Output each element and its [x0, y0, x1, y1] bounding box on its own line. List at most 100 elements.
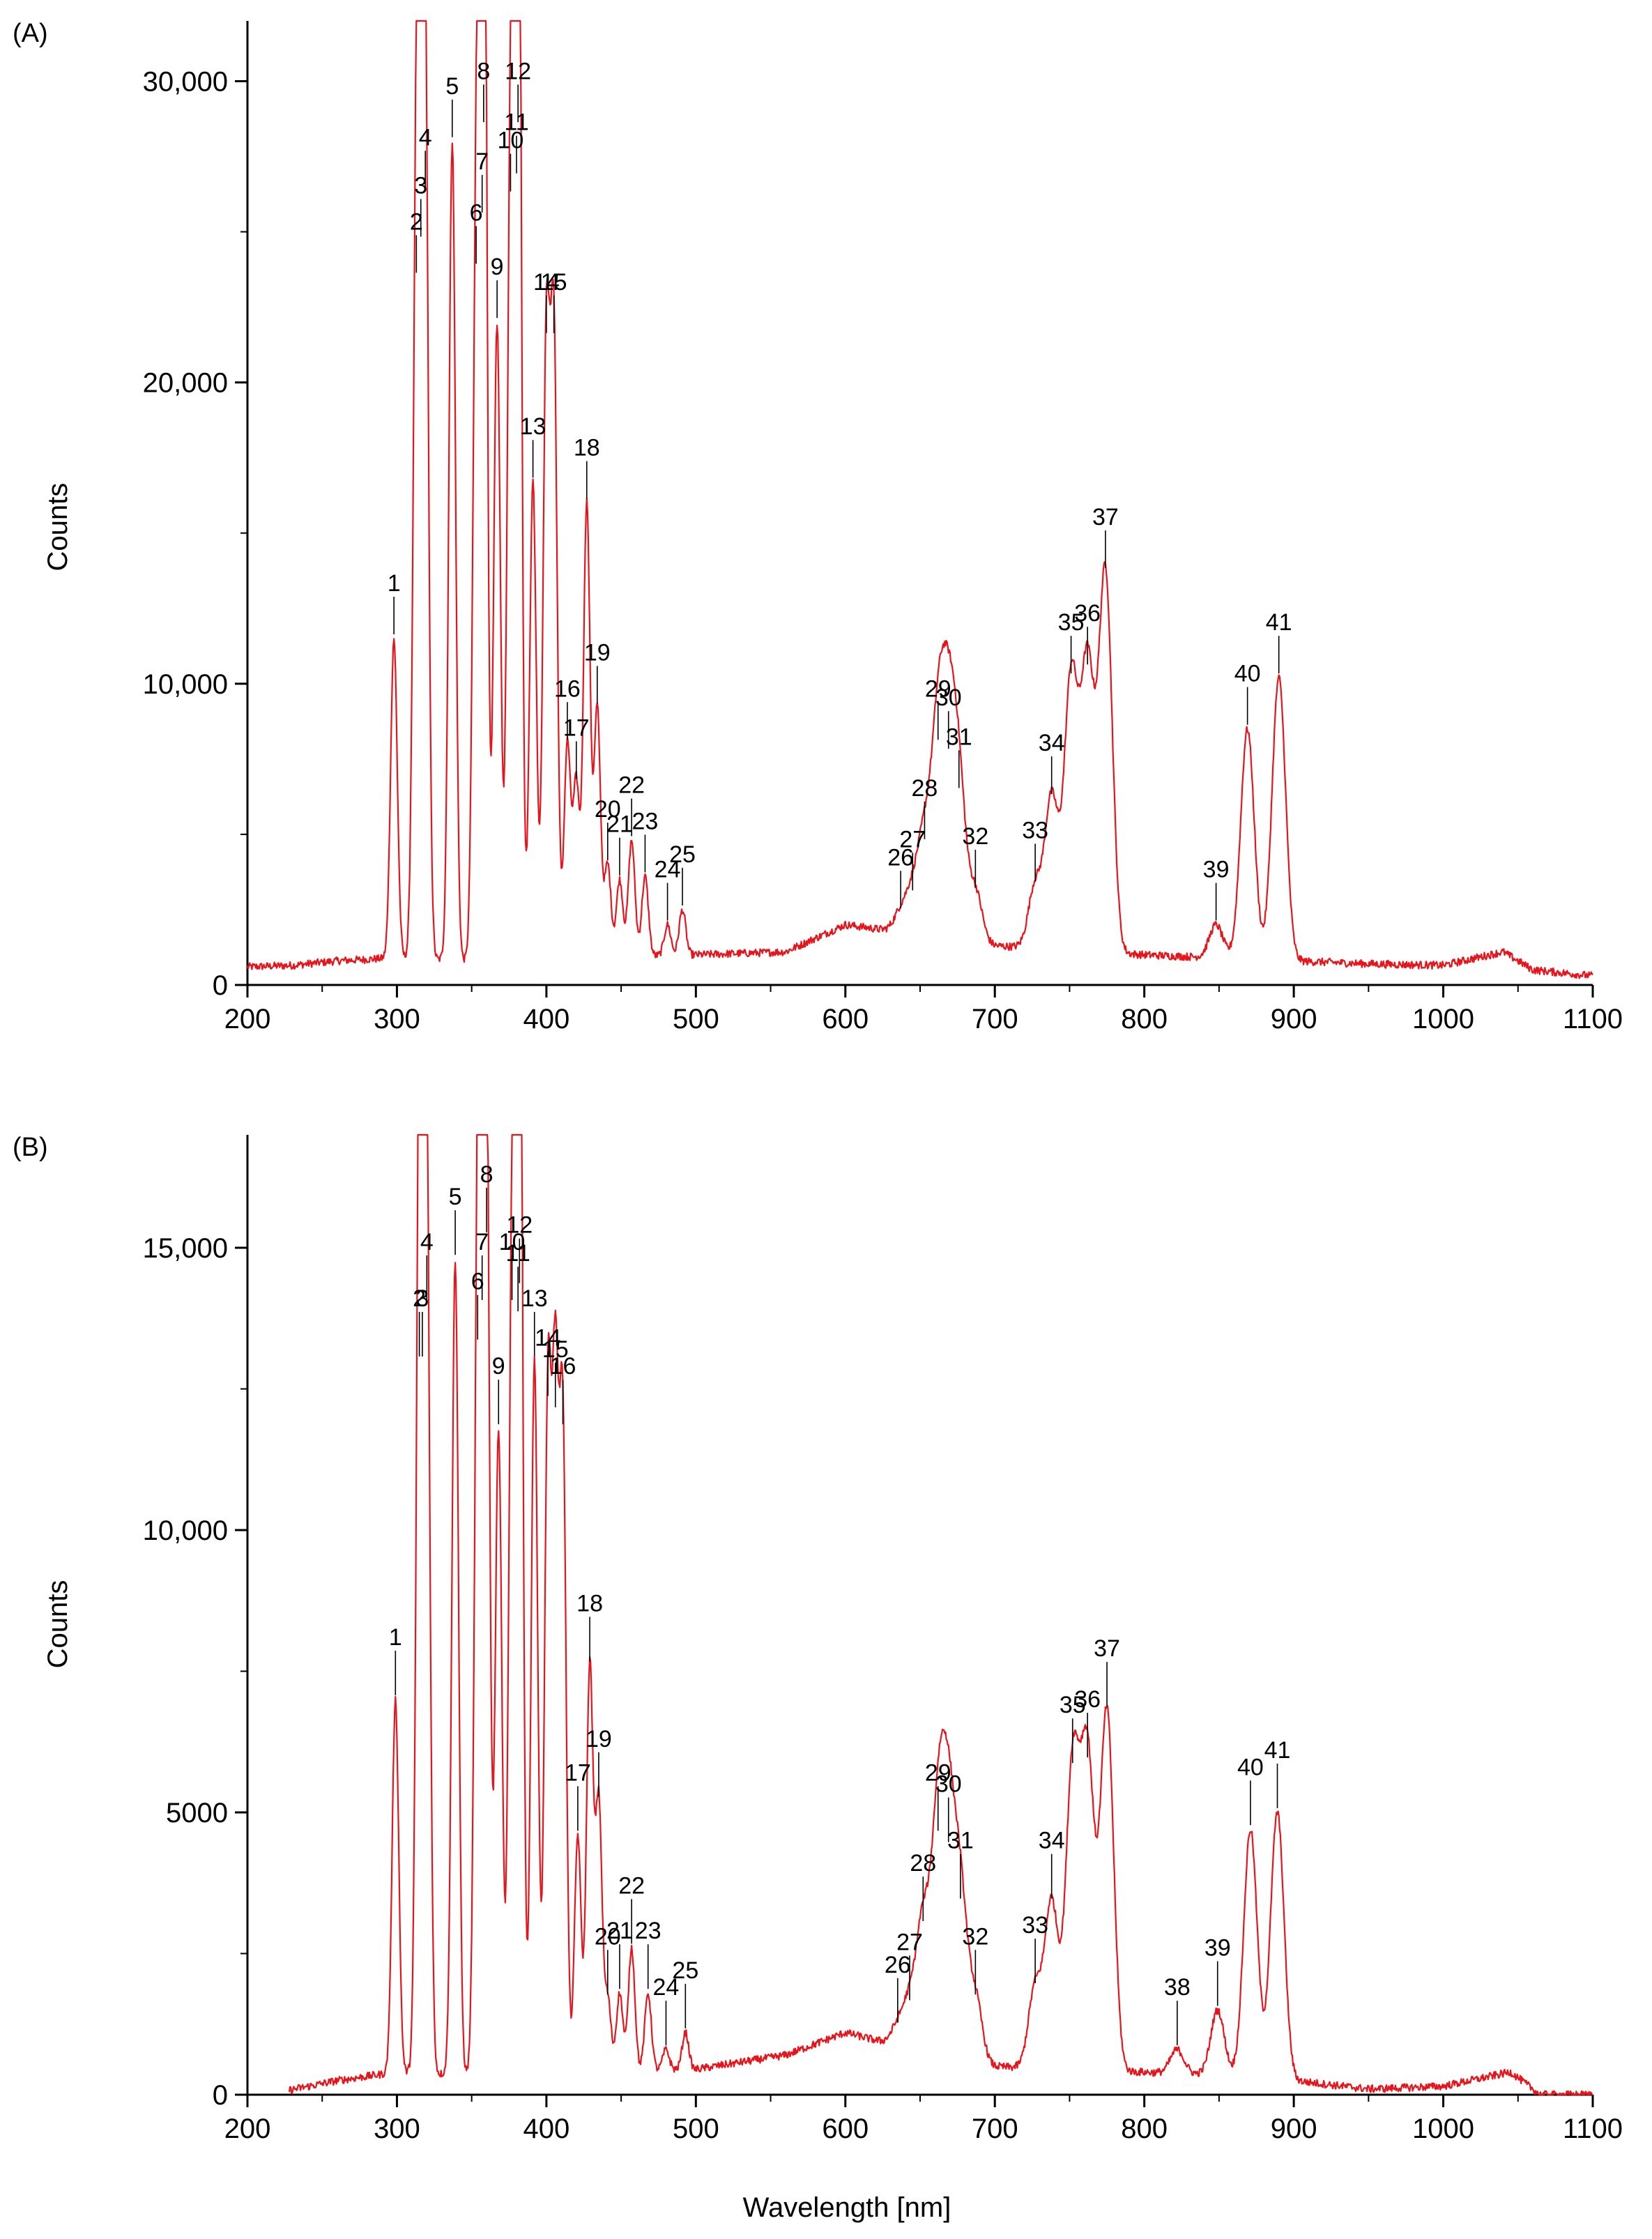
x-tick-label: 300 — [374, 2114, 420, 2144]
x-tick-label: 400 — [523, 2114, 570, 2144]
peak-3-label: 3 — [414, 172, 427, 199]
peak-29-label: 29 — [925, 1759, 951, 1786]
peak-2-label: 2 — [413, 1285, 426, 1312]
peak-14-label: 14 — [535, 1325, 561, 1352]
peak-33-label: 33 — [1022, 817, 1048, 843]
peak-30-label: 30 — [935, 1771, 962, 1798]
peak-23-label: 23 — [635, 1918, 661, 1944]
panel-a-label: (A) — [13, 19, 48, 48]
peak-39-label: 39 — [1204, 1935, 1231, 1962]
peak-4-label: 4 — [419, 124, 432, 151]
y-tick-label: 0 — [213, 970, 228, 1001]
x-tick-label: 600 — [822, 2114, 869, 2144]
x-tick-label: 300 — [374, 1004, 420, 1034]
peak-12-label: 12 — [505, 58, 531, 84]
x-tick-label: 1100 — [1563, 1004, 1623, 1034]
peak-7-label: 7 — [475, 1229, 489, 1255]
peak-25-label: 25 — [672, 1957, 698, 1984]
panel-a-peak-annotations: 1234567891011121314151617181920212223242… — [388, 58, 1292, 921]
peak-18-label: 18 — [576, 1590, 603, 1617]
peak-37-label: 37 — [1094, 1635, 1120, 1662]
peak-16-label: 16 — [550, 1353, 576, 1380]
peak-20-label: 20 — [595, 796, 621, 823]
x-tick-label: 800 — [1121, 1004, 1168, 1034]
y-tick-label: 10,000 — [143, 1515, 228, 1546]
peak-12-label: 12 — [506, 1212, 533, 1239]
peak-1-label: 1 — [388, 570, 401, 597]
y-tick-label: 0 — [213, 2080, 228, 2111]
peak-11-label: 11 — [504, 109, 528, 136]
peak-30-label: 30 — [935, 685, 962, 711]
x-tick-label: 1000 — [1412, 1004, 1474, 1034]
peak-23-label: 23 — [632, 808, 659, 834]
peak-32-label: 32 — [962, 1923, 988, 1950]
peak-22-label: 22 — [618, 772, 645, 799]
peak-21-label: 21 — [606, 811, 633, 838]
peak-26-label: 26 — [885, 1952, 911, 1978]
panel-b-y-axis-title: Counts — [43, 1580, 73, 1669]
peak-31-label: 31 — [946, 724, 972, 750]
x-tick-label: 700 — [972, 1004, 1018, 1034]
peak-6-label: 6 — [471, 1269, 484, 1295]
x-tick-label: 200 — [224, 1004, 271, 1034]
peak-35-label: 35 — [1058, 609, 1085, 636]
y-tick-label: 15,000 — [143, 1233, 228, 1264]
peak-26-label: 26 — [887, 844, 914, 871]
peak-7-label: 7 — [475, 148, 489, 175]
peak-40-label: 40 — [1237, 1754, 1264, 1780]
panel-a-y-axis-title: Counts — [43, 483, 73, 572]
peak-24-label: 24 — [653, 1974, 680, 2001]
panel-b-series — [288, 1133, 1593, 2096]
peak-25-label: 25 — [669, 841, 696, 868]
peak-13-label: 13 — [520, 413, 546, 440]
peak-34-label: 34 — [1039, 1828, 1065, 1854]
peak-4-label: 4 — [420, 1229, 434, 1255]
peak-17-label: 17 — [563, 715, 590, 741]
peak-3-label: 3 — [415, 1285, 429, 1312]
peak-35-label: 35 — [1060, 1692, 1086, 1718]
peak-21-label: 21 — [606, 1918, 633, 1944]
y-tick-label: 20,000 — [143, 368, 228, 399]
x-tick-label: 400 — [523, 1004, 570, 1034]
peak-17-label: 17 — [565, 1759, 591, 1786]
peak-5-label: 5 — [449, 1184, 462, 1210]
x-tick-label: 800 — [1121, 2114, 1168, 2144]
panel-b-axes: 200 300 400 500 600 700 800 900 1000 1100 0 5000 10,… — [143, 1135, 1623, 2144]
x-tick-label: 700 — [972, 2114, 1018, 2144]
peak-37-label: 37 — [1092, 504, 1119, 530]
panel-b-label: (B) — [13, 1133, 48, 1162]
peak-10-label: 10 — [498, 128, 524, 154]
x-tick-label: 1100 — [1563, 2114, 1623, 2144]
peak-34-label: 34 — [1039, 730, 1065, 756]
panel-a: (A) 200 300 400 500 600 700 800 900 1000 1100 0 10,… — [13, 19, 1623, 1034]
peak-28-label: 28 — [912, 775, 938, 802]
peak-29-label: 29 — [925, 675, 951, 702]
peak-39-label: 39 — [1203, 857, 1230, 883]
y-tick-label: 5000 — [166, 1798, 228, 1828]
peak-24-label: 24 — [655, 857, 681, 883]
panel-b: (B) 200 300 400 500 600 700 800 900 1000 1100 0 500… — [13, 1133, 1623, 2223]
x-tick-label: 500 — [673, 2114, 719, 2144]
y-tick-label: 10,000 — [143, 669, 228, 700]
peak-9-label: 9 — [492, 1353, 505, 1380]
panel-b-spectrum-line — [288, 1133, 1593, 2096]
peak-19-label: 19 — [584, 639, 611, 666]
peak-36-label: 36 — [1074, 600, 1101, 627]
peak-36-label: 36 — [1074, 1686, 1101, 1713]
peak-41-label: 41 — [1264, 1737, 1291, 1764]
peak-5-label: 5 — [445, 73, 459, 100]
peak-18-label: 18 — [574, 435, 600, 461]
peak-31-label: 31 — [947, 1828, 974, 1854]
panel-a-axes: 200 300 400 500 600 700 800 900 1000 1100 0 10,000 2… — [143, 21, 1623, 1034]
peak-33-label: 33 — [1022, 1912, 1048, 1939]
peak-19-label: 19 — [586, 1726, 612, 1752]
peak-28-label: 28 — [910, 1850, 936, 1877]
peak-14-label: 14 — [533, 269, 560, 296]
peak-15-label: 15 — [541, 269, 567, 296]
panel-a-series — [246, 20, 1593, 979]
peak-16-label: 16 — [554, 675, 581, 702]
peak-20-label: 20 — [595, 1923, 621, 1950]
peak-10-label: 10 — [499, 1229, 526, 1255]
peak-22-label: 22 — [618, 1872, 645, 1899]
